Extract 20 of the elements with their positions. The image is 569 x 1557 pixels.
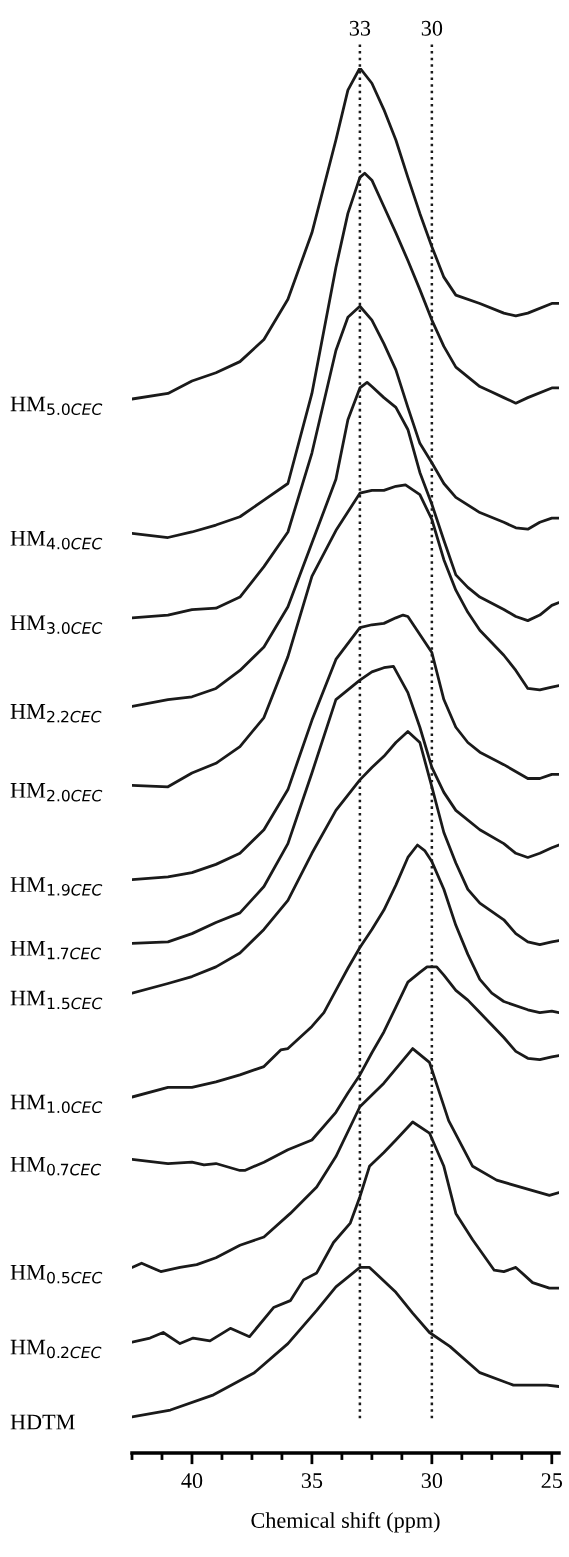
- series-label: HM$_{0.5CEC}$: [10, 1265, 103, 1284]
- text: HDTM: [10, 1414, 75, 1430]
- series-label: HM$_{2.2CEC}$: [10, 704, 102, 723]
- series-label: HM$_{1.7CEC}$: [10, 940, 102, 960]
- series-label: HM$_{3.0CEC}$: [10, 615, 103, 634]
- x-tick-label: 25: [541, 1473, 563, 1489]
- x-tick-label: 30: [421, 1473, 443, 1489]
- x-axis-title: Chemical shift (ppm): [251, 1512, 440, 1533]
- series-label: HM$_{4.0CEC}$: [10, 530, 103, 550]
- ref-line-label: 33: [349, 20, 371, 36]
- x-tick-label: 40: [181, 1473, 203, 1489]
- series-label: HM$_{1.0CEC}$: [10, 1094, 103, 1114]
- series-label: HM$_{1.9CEC}$: [10, 877, 103, 896]
- series-label: HM$_{0.2CEC}$: [10, 1339, 102, 1359]
- series-label: HM$_{0.7CEC}$: [10, 1157, 102, 1176]
- x-tick-label: 35: [301, 1473, 323, 1489]
- ref-line-label: 30: [421, 20, 443, 36]
- series-label: HM$_{2.0CEC}$: [10, 783, 103, 802]
- series-label: HM$_{5.0CEC}$: [10, 396, 103, 416]
- series-label: HM$_{1.5CEC}$: [10, 990, 103, 1010]
